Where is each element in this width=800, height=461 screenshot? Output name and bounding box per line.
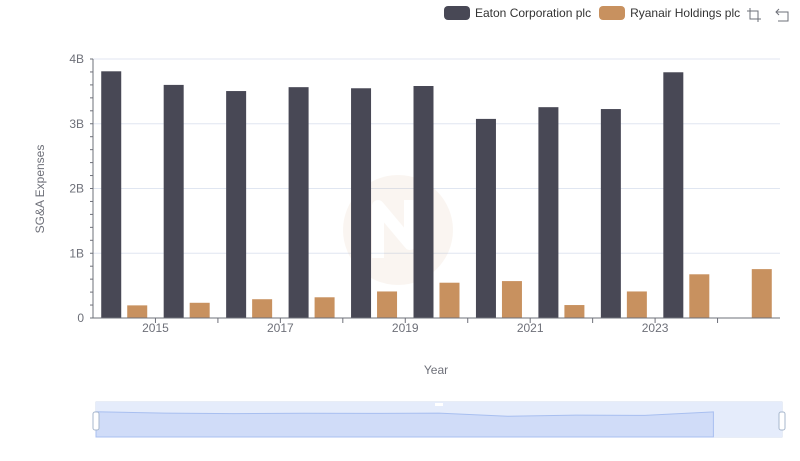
bar-eaton [538, 107, 559, 318]
bar-eaton [413, 86, 434, 318]
legend-label-eaton: Eaton Corporation plc [475, 6, 592, 20]
bar-ryanair [377, 291, 398, 318]
y-tick-label: 0 [77, 311, 84, 325]
slider-grip [435, 403, 443, 406]
bar-ryanair [252, 299, 273, 318]
legend-item-ryanair[interactable]: Ryanair Holdings plc [599, 6, 740, 20]
x-tick-label: 2023 [642, 321, 669, 335]
axes: 0 1B 2B 3B 4B 2015 2017 2019 2021 2023 [69, 52, 780, 335]
y-tick-label: 2B [69, 182, 84, 196]
slider-handle-left[interactable] [92, 411, 100, 431]
toolbox [746, 7, 790, 23]
x-tick-label: 2015 [142, 321, 169, 335]
legend-swatch-eaton [444, 6, 470, 20]
restore-icon[interactable] [774, 7, 790, 23]
bar-ryanair [626, 291, 647, 318]
legend-item-eaton[interactable]: Eaton Corporation plc [444, 6, 591, 20]
legend-swatch-ryanair [599, 6, 626, 20]
x-tick-label: 2017 [267, 321, 294, 335]
bar-eaton [226, 91, 247, 319]
bar-eaton [475, 118, 496, 318]
x-axis-title: Year [424, 363, 448, 377]
bar-ryanair [751, 269, 772, 318]
data-zoom-slider[interactable] [92, 401, 786, 438]
bar-eaton [288, 87, 309, 318]
slider-handle-right[interactable] [778, 411, 786, 431]
bar-ryanair [564, 305, 585, 318]
bar-eaton [163, 84, 184, 319]
slider-preview-area [95, 411, 714, 438]
x-tick-label: 2019 [392, 321, 419, 335]
bar-eaton [101, 71, 122, 319]
bar-ryanair [439, 282, 460, 318]
bar-ryanair [189, 302, 210, 318]
x-tick-label: 2021 [517, 321, 544, 335]
legend: Eaton Corporation plc Ryanair Holdings p… [444, 4, 748, 22]
bar-eaton [663, 72, 684, 319]
y-axis-title: SG&A Expenses [33, 145, 47, 234]
y-tick-label: 4B [69, 52, 84, 66]
zoom-icon[interactable] [746, 7, 762, 23]
bar-ryanair [501, 281, 522, 318]
bar-eaton [600, 109, 621, 318]
bar-ryanair [689, 274, 710, 318]
y-tick-label: 3B [69, 117, 84, 131]
bar-eaton [351, 88, 372, 318]
bar-ryanair [314, 297, 335, 318]
bar-ryanair [127, 305, 148, 318]
bar-group [101, 71, 772, 319]
legend-label-ryanair: Ryanair Holdings plc [630, 6, 741, 20]
y-tick-label: 1B [69, 246, 84, 260]
